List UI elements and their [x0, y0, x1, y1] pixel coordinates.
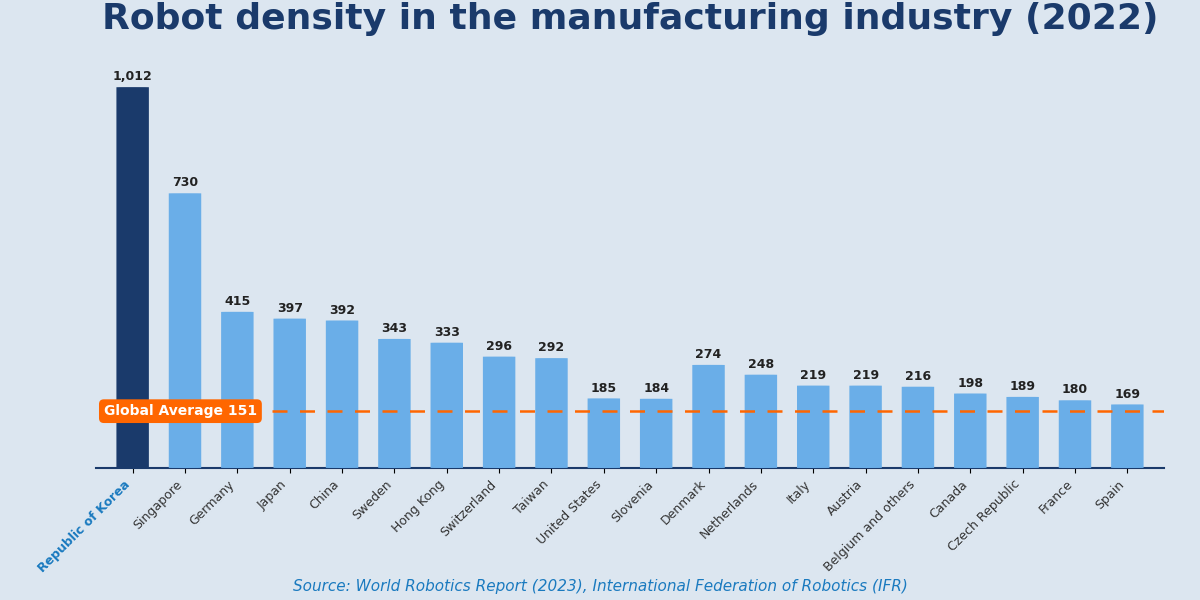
Text: 169: 169 — [1115, 388, 1140, 401]
Text: 198: 198 — [958, 377, 983, 390]
FancyBboxPatch shape — [692, 365, 725, 468]
FancyBboxPatch shape — [850, 386, 882, 468]
FancyBboxPatch shape — [1111, 404, 1144, 468]
FancyBboxPatch shape — [169, 193, 202, 468]
FancyBboxPatch shape — [116, 87, 149, 468]
FancyBboxPatch shape — [482, 356, 515, 468]
Text: 248: 248 — [748, 358, 774, 371]
Text: 274: 274 — [696, 348, 721, 361]
Text: 730: 730 — [172, 176, 198, 190]
Text: Global Average 151: Global Average 151 — [104, 404, 257, 418]
Text: 292: 292 — [539, 341, 564, 355]
FancyBboxPatch shape — [588, 398, 620, 468]
FancyBboxPatch shape — [640, 399, 672, 468]
Text: 184: 184 — [643, 382, 670, 395]
FancyBboxPatch shape — [954, 394, 986, 468]
FancyBboxPatch shape — [326, 320, 359, 468]
FancyBboxPatch shape — [1007, 397, 1039, 468]
Text: 296: 296 — [486, 340, 512, 353]
Text: 185: 185 — [590, 382, 617, 395]
FancyBboxPatch shape — [378, 339, 410, 468]
FancyBboxPatch shape — [745, 374, 778, 468]
Text: 392: 392 — [329, 304, 355, 317]
Text: Source: World Robotics Report (2023), International Federation of Robotics (IFR): Source: World Robotics Report (2023), In… — [293, 579, 907, 594]
FancyBboxPatch shape — [1058, 400, 1091, 468]
FancyBboxPatch shape — [535, 358, 568, 468]
FancyBboxPatch shape — [901, 387, 934, 468]
Text: 180: 180 — [1062, 383, 1088, 397]
Text: 415: 415 — [224, 295, 251, 308]
FancyBboxPatch shape — [221, 312, 253, 468]
Text: 219: 219 — [800, 369, 827, 382]
Text: 343: 343 — [382, 322, 408, 335]
Y-axis label: Robots per
10,000
employees: Robots per 10,000 employees — [0, 182, 26, 241]
Text: 333: 333 — [434, 326, 460, 339]
Text: 216: 216 — [905, 370, 931, 383]
Title: Robot density in the manufacturing industry (2022): Robot density in the manufacturing indus… — [102, 2, 1158, 36]
FancyBboxPatch shape — [274, 319, 306, 468]
FancyBboxPatch shape — [431, 343, 463, 468]
FancyBboxPatch shape — [797, 386, 829, 468]
Text: 219: 219 — [852, 369, 878, 382]
Text: 397: 397 — [277, 302, 302, 315]
Text: 189: 189 — [1009, 380, 1036, 393]
Text: 1,012: 1,012 — [113, 70, 152, 83]
